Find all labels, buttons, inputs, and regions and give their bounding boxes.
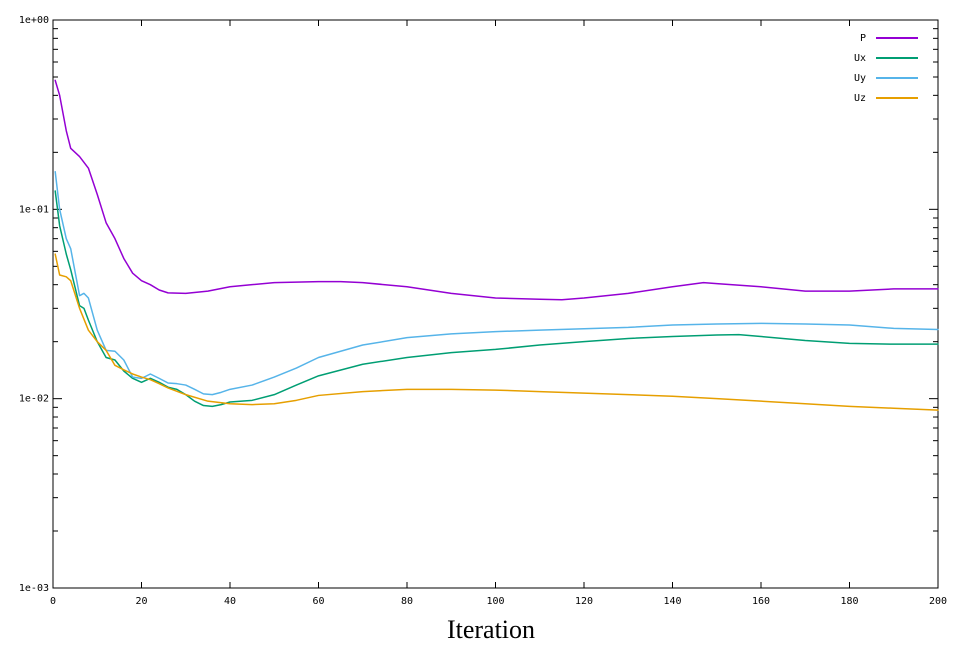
x-tick-label: 80 <box>401 596 413 607</box>
y-tick-label: 1e-02 <box>19 394 49 405</box>
x-tick-label: 140 <box>663 596 681 607</box>
series-layer <box>54 79 939 411</box>
legend-label-uy: Uy <box>854 73 866 84</box>
x-tick-label: 180 <box>840 596 858 607</box>
x-tick-label: 120 <box>575 596 593 607</box>
tick-labels: 0 20 40 60 80 100 120 140 160 180 200 1e-03 1e-02 1e-… <box>19 15 947 607</box>
x-tick-label: 100 <box>486 596 504 607</box>
y-tick-label: 1e-01 <box>19 204 49 215</box>
axis-ticks <box>52 19 939 589</box>
x-tick-label: 0 <box>50 596 56 607</box>
series-line-ux <box>54 190 939 408</box>
legend: P Ux Uy Uz <box>854 33 918 104</box>
legend-label-ux: Ux <box>854 53 866 64</box>
series-line-p <box>54 79 939 301</box>
x-axis-label: Iteration <box>447 615 535 644</box>
plot-frame <box>52 19 939 589</box>
series-line-uz <box>54 253 939 411</box>
x-tick-label: 160 <box>752 596 770 607</box>
legend-label-p: P <box>860 33 866 44</box>
y-tick-label: 1e-03 <box>19 583 49 594</box>
y-tick-label: 1e+00 <box>19 15 49 26</box>
x-tick-label: 200 <box>929 596 947 607</box>
x-tick-label: 20 <box>135 596 147 607</box>
x-tick-label: 40 <box>224 596 236 607</box>
x-tick-label: 60 <box>312 596 324 607</box>
series-line-uy <box>54 170 939 396</box>
legend-label-uz: Uz <box>854 93 866 104</box>
